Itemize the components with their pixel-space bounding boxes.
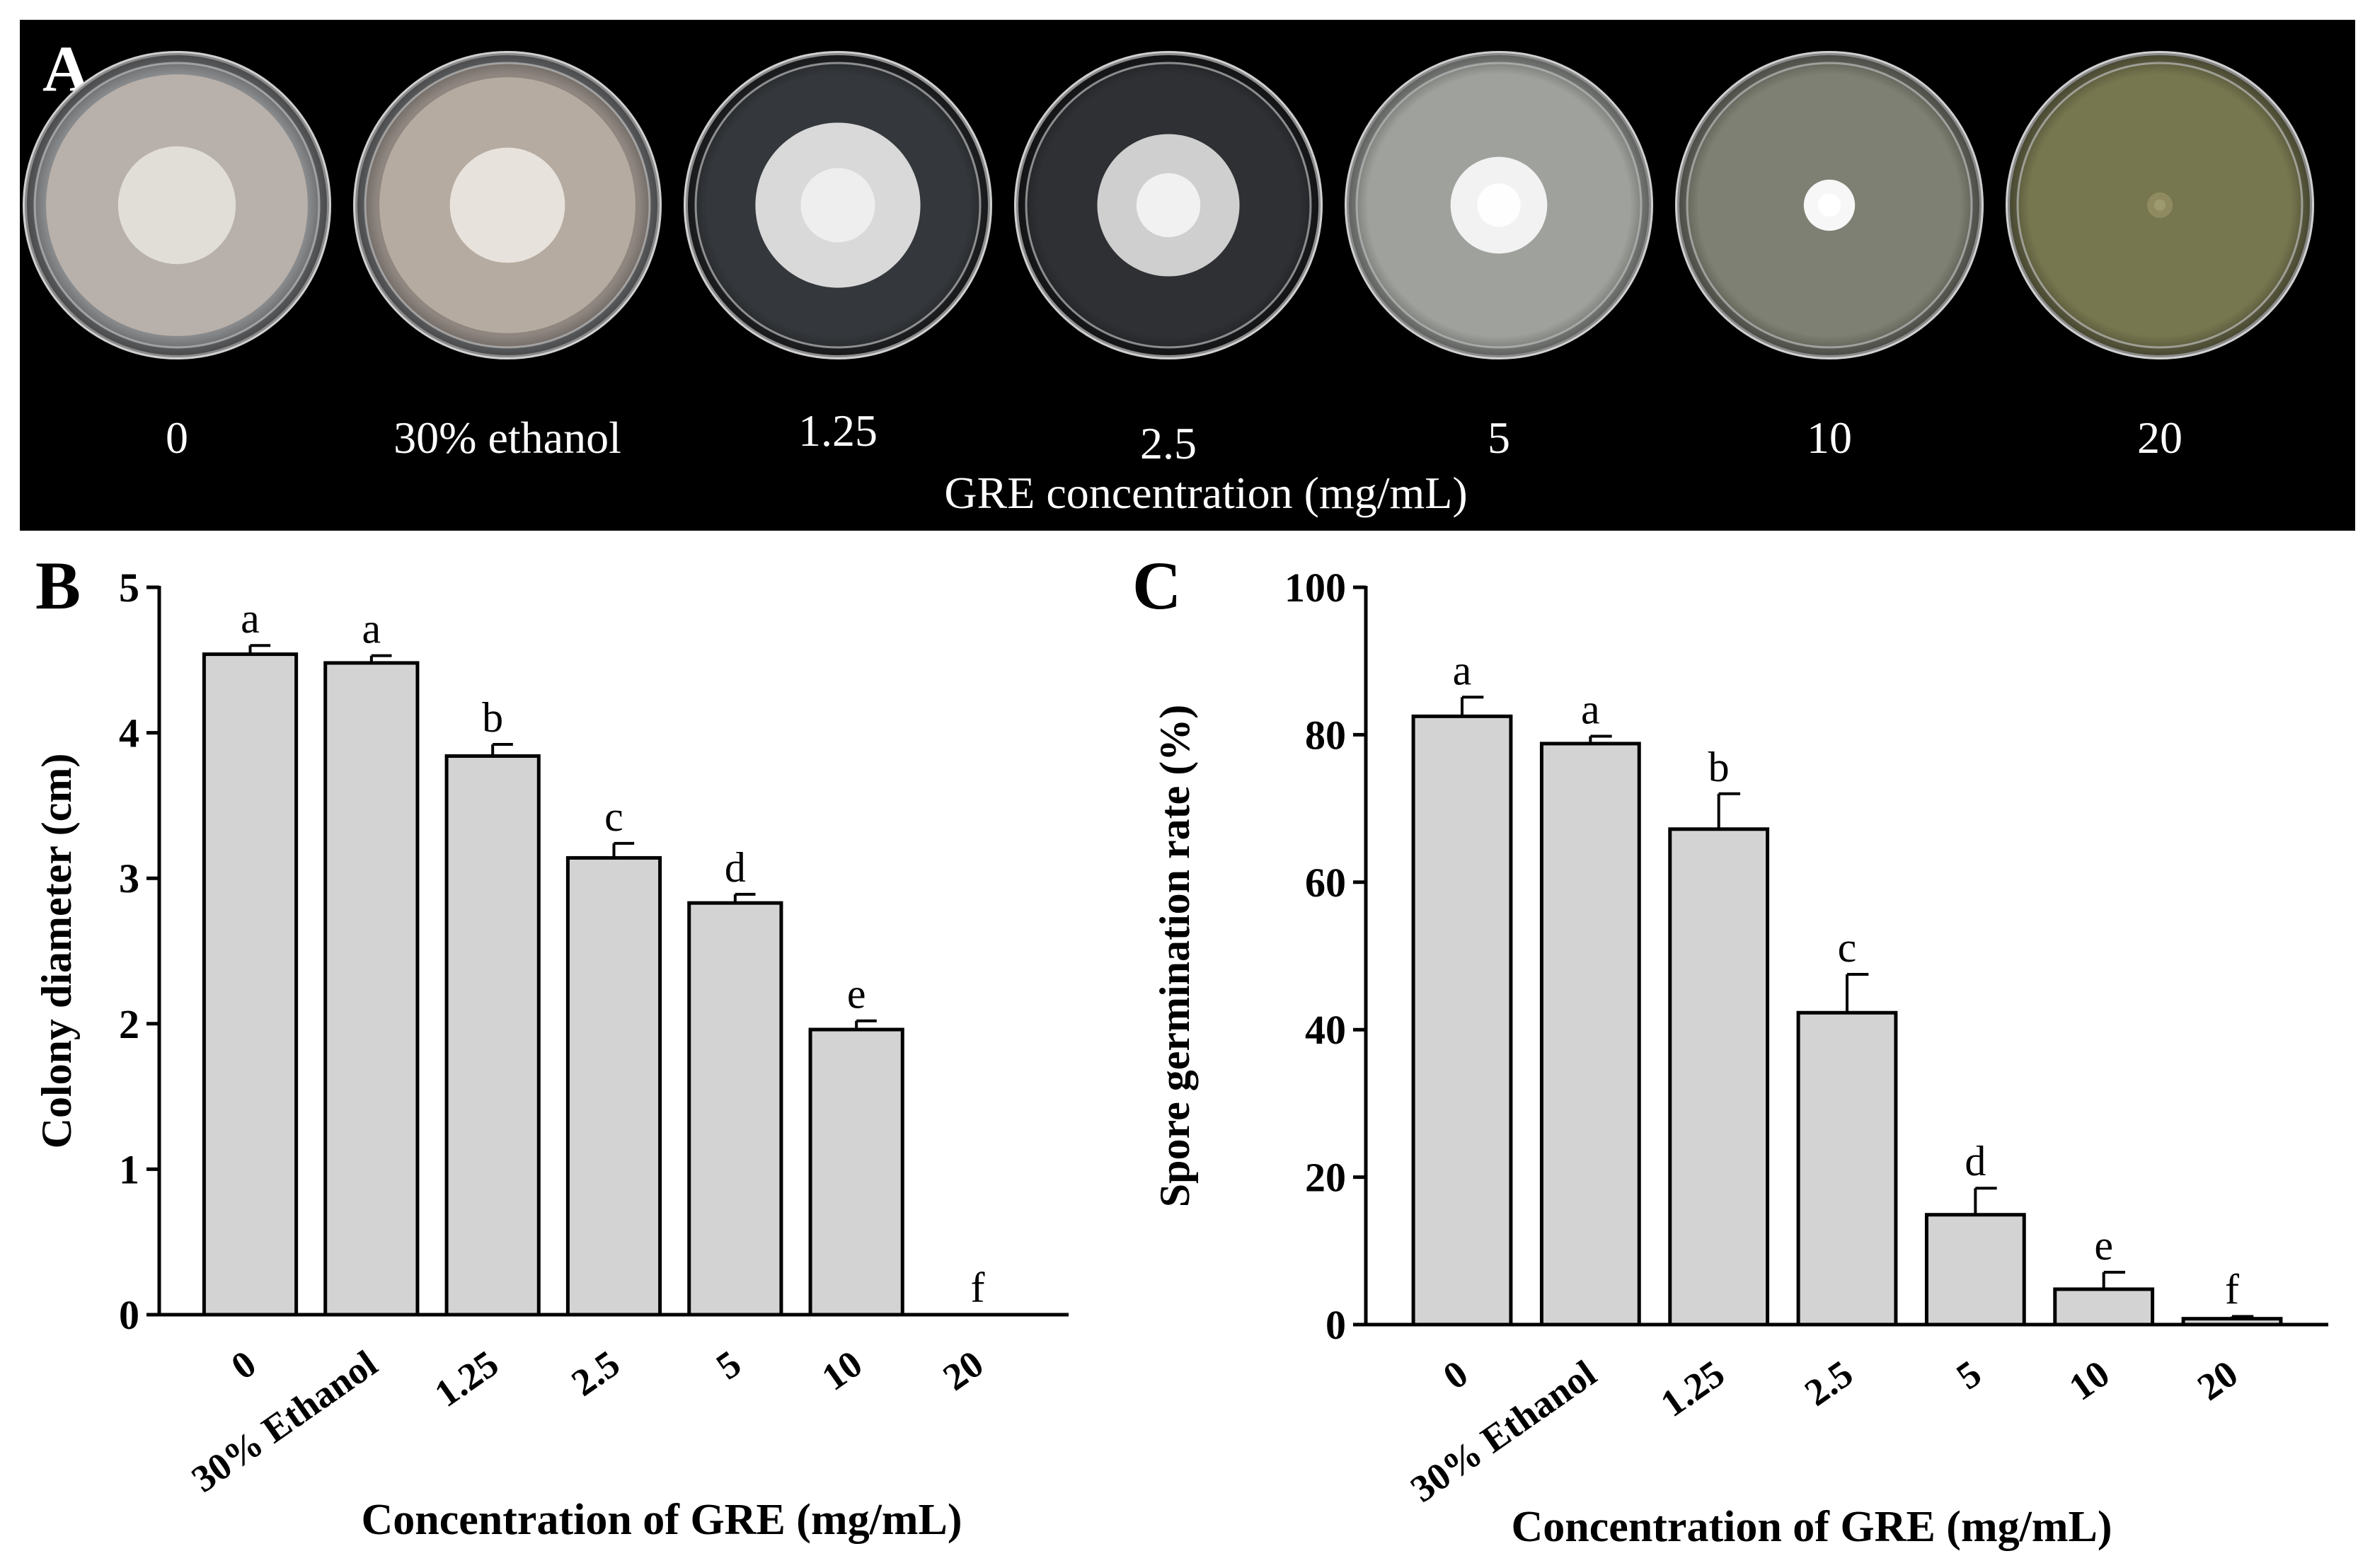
significance-label: b (1708, 744, 1730, 790)
bar (565, 855, 662, 1317)
petri-plate: 2.5 (1014, 51, 1323, 468)
plate-shading (25, 53, 329, 357)
bar (323, 661, 420, 1317)
x-tick-label: 1.25 (1653, 1352, 1732, 1425)
y-tick-label: 20 (1305, 1155, 1346, 1201)
y-tick-label: 100 (1284, 565, 1346, 611)
significance-label: b (482, 694, 503, 741)
x-axis-title: Concentration of GRE (mg/mL) (362, 1496, 962, 1544)
plate-label: 30% ethanol (393, 413, 621, 463)
petri-plate: 0 (23, 51, 331, 463)
bar (1668, 827, 1770, 1327)
significance-label: f (971, 1264, 985, 1311)
x-tick-label: 2.5 (564, 1342, 628, 1405)
x-tick-label: 20 (2190, 1352, 2245, 1409)
x-tick-label: 1.25 (427, 1342, 506, 1415)
plate-label: 5 (1488, 413, 1510, 463)
panel-c-label: C (1132, 548, 1181, 623)
y-tick-label: 1 (119, 1146, 139, 1192)
y-axis-title: Colony diameter (cm) (33, 754, 80, 1149)
bar (202, 652, 299, 1317)
bar (1539, 742, 1641, 1327)
y-tick-label: 40 (1305, 1007, 1346, 1053)
significance-label: a (362, 606, 381, 652)
panel-b-label: B (35, 548, 81, 623)
bar (2181, 1317, 2283, 1327)
x-tick-label: 0 (1435, 1352, 1476, 1398)
plate-shading (1677, 53, 1982, 357)
bar (444, 754, 541, 1317)
x-tick-label: 30% Ethanol (184, 1342, 385, 1501)
significance-label: c (604, 793, 623, 840)
significance-label: d (725, 844, 746, 891)
x-tick-label: 0 (224, 1342, 264, 1388)
plate-shading (686, 53, 990, 357)
x-axis-title: Concentration of GRE (mg/mL) (1512, 1503, 2112, 1551)
petri-plate: 5 (1345, 51, 1653, 463)
petri-plate: 20 (2006, 51, 2314, 463)
petri-plate: 10 (1675, 51, 1984, 463)
y-tick-label: 4 (119, 710, 139, 756)
x-tick-label: 2.5 (1797, 1352, 1861, 1414)
bar (2053, 1287, 2155, 1327)
bar (808, 1027, 904, 1317)
plate-shading (1347, 53, 1651, 357)
x-tick-label: 10 (2061, 1352, 2117, 1409)
bar (687, 901, 783, 1317)
x-tick-label: 30% Ethanol (1403, 1352, 1604, 1511)
bar (1796, 1010, 1898, 1327)
plate-label: 10 (1807, 413, 1852, 463)
x-tick-label: 10 (814, 1342, 870, 1399)
significance-label: e (2094, 1222, 2113, 1269)
significance-label: a (241, 595, 260, 642)
plate-shading (1016, 53, 1321, 357)
y-tick-label: 80 (1305, 712, 1346, 758)
panel-a-axis-title: GRE concentration (mg/mL) (944, 468, 1467, 518)
petri-plates: 0 30% ethanol 1.25 2.5 5 10 20 (23, 51, 2314, 468)
plate-label: 0 (166, 413, 188, 463)
plate-label: 1.25 (798, 405, 878, 456)
bar (1411, 714, 1513, 1327)
x-tick-label: 20 (936, 1342, 991, 1399)
y-tick-label: 60 (1305, 860, 1346, 906)
y-axis-title: Spore germination rate (%) (1151, 705, 1198, 1207)
plate-label: 20 (2137, 413, 2183, 463)
y-tick-label: 5 (119, 565, 139, 611)
y-tick-label: 3 (119, 855, 139, 901)
bar (1924, 1213, 2026, 1327)
x-tick-label: 5 (708, 1342, 749, 1388)
x-tick-label: 5 (1949, 1352, 1989, 1398)
petri-plate: 1.25 (684, 51, 992, 456)
y-tick-label: 2 (119, 1001, 139, 1047)
plate-label: 2.5 (1140, 418, 1197, 468)
plate-shading (355, 53, 660, 357)
significance-label: c (1838, 924, 1857, 971)
significance-label: a (1581, 686, 1600, 732)
significance-label: a (1453, 647, 1472, 693)
plate-shading (2008, 53, 2312, 357)
petri-plate: 30% ethanol (353, 51, 662, 463)
significance-label: d (1965, 1138, 1986, 1184)
significance-label: e (847, 971, 866, 1018)
y-tick-label: 0 (119, 1292, 139, 1338)
panel-b-colony-diameter-chart: B 0 1 2 3 4 5 Colony diameter (cm) a 0 a 30% Ethan… (33, 548, 1069, 1544)
y-tick-label: 0 (1325, 1302, 1346, 1348)
panel-a-photo-strip: A 0 30% ethanol 1.25 2.5 5 10 20 GRE concentra… (20, 20, 2355, 531)
significance-label: f (2225, 1267, 2239, 1313)
